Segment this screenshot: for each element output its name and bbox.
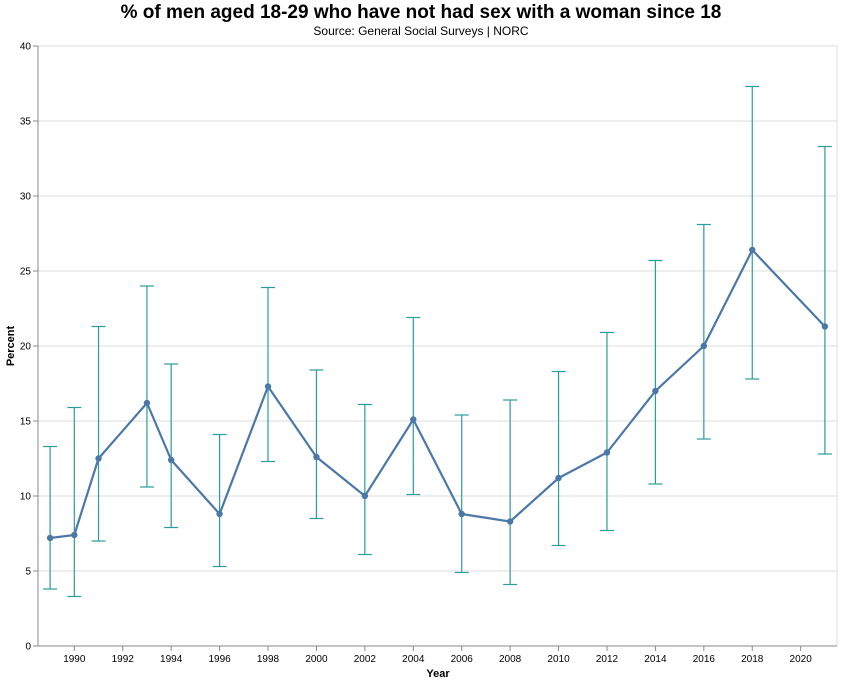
x-tick-label: 1996 xyxy=(208,654,231,665)
chart-subtitle: Source: General Social Surveys | NORC xyxy=(313,24,529,38)
data-point xyxy=(143,399,151,407)
y-axis-title: Percent xyxy=(5,325,17,366)
data-point xyxy=(95,455,102,462)
y-tick-label: 40 xyxy=(20,42,32,53)
x-tick-label: 1994 xyxy=(160,654,183,665)
y-tick-label: 0 xyxy=(25,642,31,653)
series-line xyxy=(49,248,826,540)
x-tick-label: 2004 xyxy=(402,654,425,665)
x-tick-label: 1990 xyxy=(63,654,86,665)
x-tick-label: 1992 xyxy=(112,654,135,665)
y-tick-label: 30 xyxy=(20,192,32,203)
x-tick-label: 2012 xyxy=(596,654,619,665)
x-tick-label: 2020 xyxy=(790,654,813,665)
y-tick-label: 20 xyxy=(20,342,32,353)
data-point xyxy=(603,449,611,456)
error-bars xyxy=(43,85,832,598)
x-tick-label: 1998 xyxy=(257,654,280,665)
data-point xyxy=(458,510,465,518)
data-point xyxy=(361,492,369,500)
data-point xyxy=(167,456,175,464)
x-tick-label: 2008 xyxy=(499,654,522,665)
x-tick-label: 2002 xyxy=(354,654,377,665)
data-point xyxy=(700,342,708,350)
x-tick-label: 2014 xyxy=(644,654,667,665)
y-tick-label: 10 xyxy=(20,492,32,503)
gridlines xyxy=(38,45,837,572)
x-axis-title: Year xyxy=(426,668,450,680)
data-point xyxy=(71,531,78,539)
data-point xyxy=(313,453,320,461)
axes: 0 5 10 15 20 25 30 35 40 1990 1992 1994 1996 1998 2000… xyxy=(20,42,837,665)
data-point xyxy=(652,387,659,395)
series-line-layer xyxy=(49,248,826,540)
y-tick-label: 5 xyxy=(25,567,31,578)
chart-title: % of men aged 18-29 who have not had sex… xyxy=(120,2,722,23)
data-point xyxy=(216,510,223,518)
data-point xyxy=(46,534,54,542)
x-tick-label: 2006 xyxy=(451,654,474,665)
data-point xyxy=(410,416,417,423)
x-tick-label: 2018 xyxy=(741,654,764,665)
y-tick-label: 25 xyxy=(20,267,32,278)
x-tick-label: 2010 xyxy=(547,654,570,665)
x-tick-label: 2000 xyxy=(305,654,328,665)
y-tick-label: 35 xyxy=(20,117,32,128)
data-point xyxy=(749,246,756,254)
data-point xyxy=(821,323,829,330)
data-points xyxy=(46,246,829,542)
data-point xyxy=(506,518,514,525)
x-tick-label: 2016 xyxy=(693,654,716,665)
data-point xyxy=(264,383,272,390)
y-tick-label: 15 xyxy=(20,417,32,428)
data-point xyxy=(555,474,562,482)
